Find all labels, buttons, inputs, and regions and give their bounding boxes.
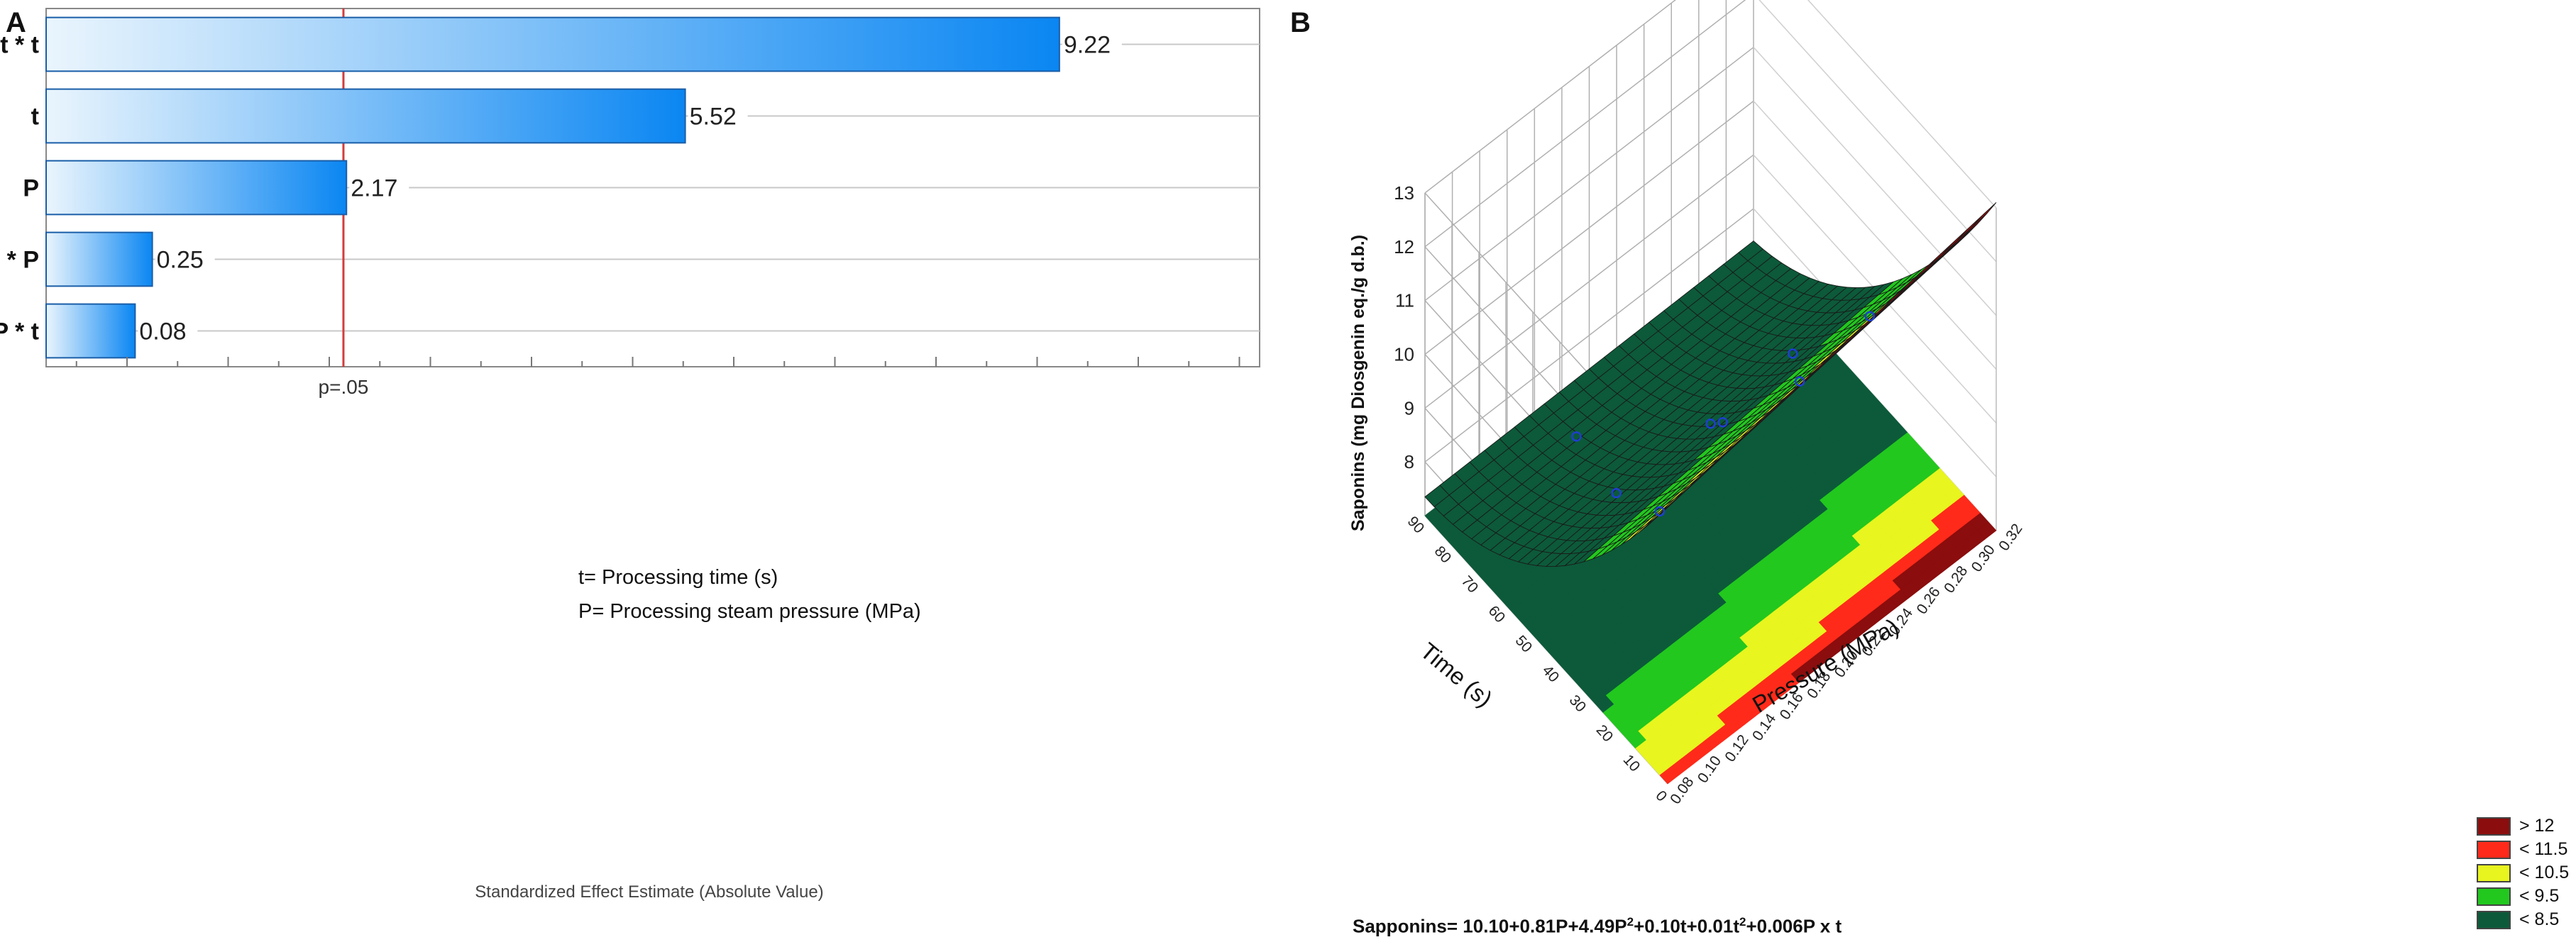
surface-time-tick: 50 [1512, 633, 1536, 656]
pareto-chart: t * t t P P * P P * t 9.22 5.52 2.17 0.25 0.08 p… [0, 8, 1260, 902]
observed-point [1654, 506, 1666, 517]
pareto-category-label: t [31, 104, 39, 131]
surface-time-tick: 90 [1404, 514, 1428, 537]
surface-mesh-cell [1927, 243, 1952, 269]
pareto-x-axis-title: Standardized Effect Estimate (Absolute V… [475, 882, 823, 902]
legend-swatch [2477, 910, 2511, 929]
legend-item: < 9.5 [2477, 885, 2569, 908]
legend-swatch [2477, 816, 2511, 836]
surface-right-gridline [1758, 0, 1997, 262]
equation-sup-2: 2 [1739, 915, 1746, 929]
pareto-value-bg [155, 243, 215, 272]
pareto-value-label: 5.52 [690, 104, 737, 131]
surface-time-tick: 80 [1431, 543, 1455, 567]
legend-swatch [2477, 863, 2511, 882]
observed-point [1864, 311, 1876, 322]
legend-label: > 12 [2519, 816, 2555, 836]
surface-right-gridline [1753, 47, 1997, 316]
surface-time-tick: 0 [1652, 787, 1670, 804]
model-equation: Sapponins= 10.10+0.81P+4.49P2+0.10t+0.01… [1353, 915, 1842, 938]
equation-suffix: +0.006P x t [1746, 915, 1842, 937]
surface-z-tick: 9 [1404, 397, 1414, 419]
observed-point [1611, 487, 1622, 499]
p-value-label: p=.05 [319, 376, 369, 398]
surface-z-tick: 8 [1404, 451, 1414, 472]
surface-legend: > 12 < 11.5 < 10.5 < 9.5 < 8.5 [2477, 814, 2569, 931]
legend-item: < 11.5 [2477, 838, 2569, 861]
surface-z-tick: 11 [1395, 290, 1414, 311]
surface-z-tick: 13 [1394, 182, 1414, 204]
pareto-value-label: 0.25 [157, 247, 204, 274]
pareto-category-label: P [23, 175, 39, 202]
legend-label: < 10.5 [2519, 863, 2570, 882]
equation-mid: +0.10t+0.01t [1634, 915, 1739, 937]
legend-swatch [2477, 887, 2511, 906]
legend-label: < 9.5 [2519, 886, 2560, 906]
surface-time-tick: 60 [1485, 603, 1509, 626]
pareto-category-label: P * t [0, 319, 39, 345]
pareto-bar [45, 160, 348, 216]
legend-swatch [2477, 840, 2511, 859]
observed-point [1571, 431, 1582, 442]
legend-note-p: P= Processing steam pressure (MPa) [578, 600, 921, 623]
surface-z-tick: 12 [1394, 236, 1414, 257]
panel-a-label: A [6, 7, 26, 38]
pareto-bar [45, 88, 686, 144]
surface-time-tick: 10 [1620, 752, 1644, 775]
pareto-value-bg [349, 172, 409, 201]
surface-z-axis-title: Saponins (mg Diosgenin eq./g d.b.) [1348, 235, 1368, 531]
pareto-bar [45, 303, 136, 359]
observed-point [1788, 348, 1798, 359]
observed-point [1717, 417, 1728, 428]
pareto-category-label: t * t [0, 32, 39, 59]
pareto-bar [45, 231, 153, 287]
surface-time-tick: 30 [1566, 692, 1590, 716]
equation-sup-1: 2 [1626, 915, 1634, 929]
pareto-value-bg [138, 315, 198, 344]
surface-time-tick: 20 [1593, 722, 1617, 746]
pareto-category-label: P * P [0, 247, 39, 274]
legend-label: < 8.5 [2519, 909, 2560, 929]
surface-right-gridline [1807, 0, 1997, 209]
surface-right-gridline [1753, 208, 1997, 477]
pareto-value-bg [688, 100, 748, 129]
surface-time-tick: 40 [1539, 663, 1563, 686]
surface-right-gridline [1753, 100, 1997, 370]
observed-point [1705, 418, 1716, 429]
surface-z-tick: 10 [1394, 344, 1414, 365]
surface-time-tick: 70 [1458, 573, 1482, 597]
legend-label: < 11.5 [2519, 839, 2568, 859]
legend-note-t: t= Processing time (s) [578, 566, 778, 589]
surface-mesh-cell [1942, 230, 1967, 255]
surface-pressure-tick: 0.32 [1996, 521, 2025, 554]
legend-item: < 10.5 [2477, 861, 2569, 885]
surface-time-axis-title: Time (s) [1416, 638, 1498, 712]
pareto-value-bg [1062, 28, 1122, 57]
panel-b-label: B [1290, 7, 1311, 38]
surface-mesh-cell [1956, 216, 1982, 242]
equation-prefix: Sapponins= 10.10+0.81P+4.49P [1353, 915, 1627, 937]
pareto-value-label: 9.22 [1064, 32, 1111, 59]
pareto-value-label: 0.08 [139, 319, 186, 345]
pareto-bar [45, 16, 1060, 72]
legend-item: > 12 [2477, 814, 2569, 838]
observed-point [1795, 376, 1805, 387]
pareto-value-label: 2.17 [351, 175, 397, 202]
legend-item: < 8.5 [2477, 908, 2569, 931]
surface-mesh-cell [1971, 202, 1997, 228]
surface-chart: 89101112130.080.100.120.140.160.180.200.… [1348, 0, 2026, 807]
surface-mesh-cell [1912, 257, 1937, 283]
